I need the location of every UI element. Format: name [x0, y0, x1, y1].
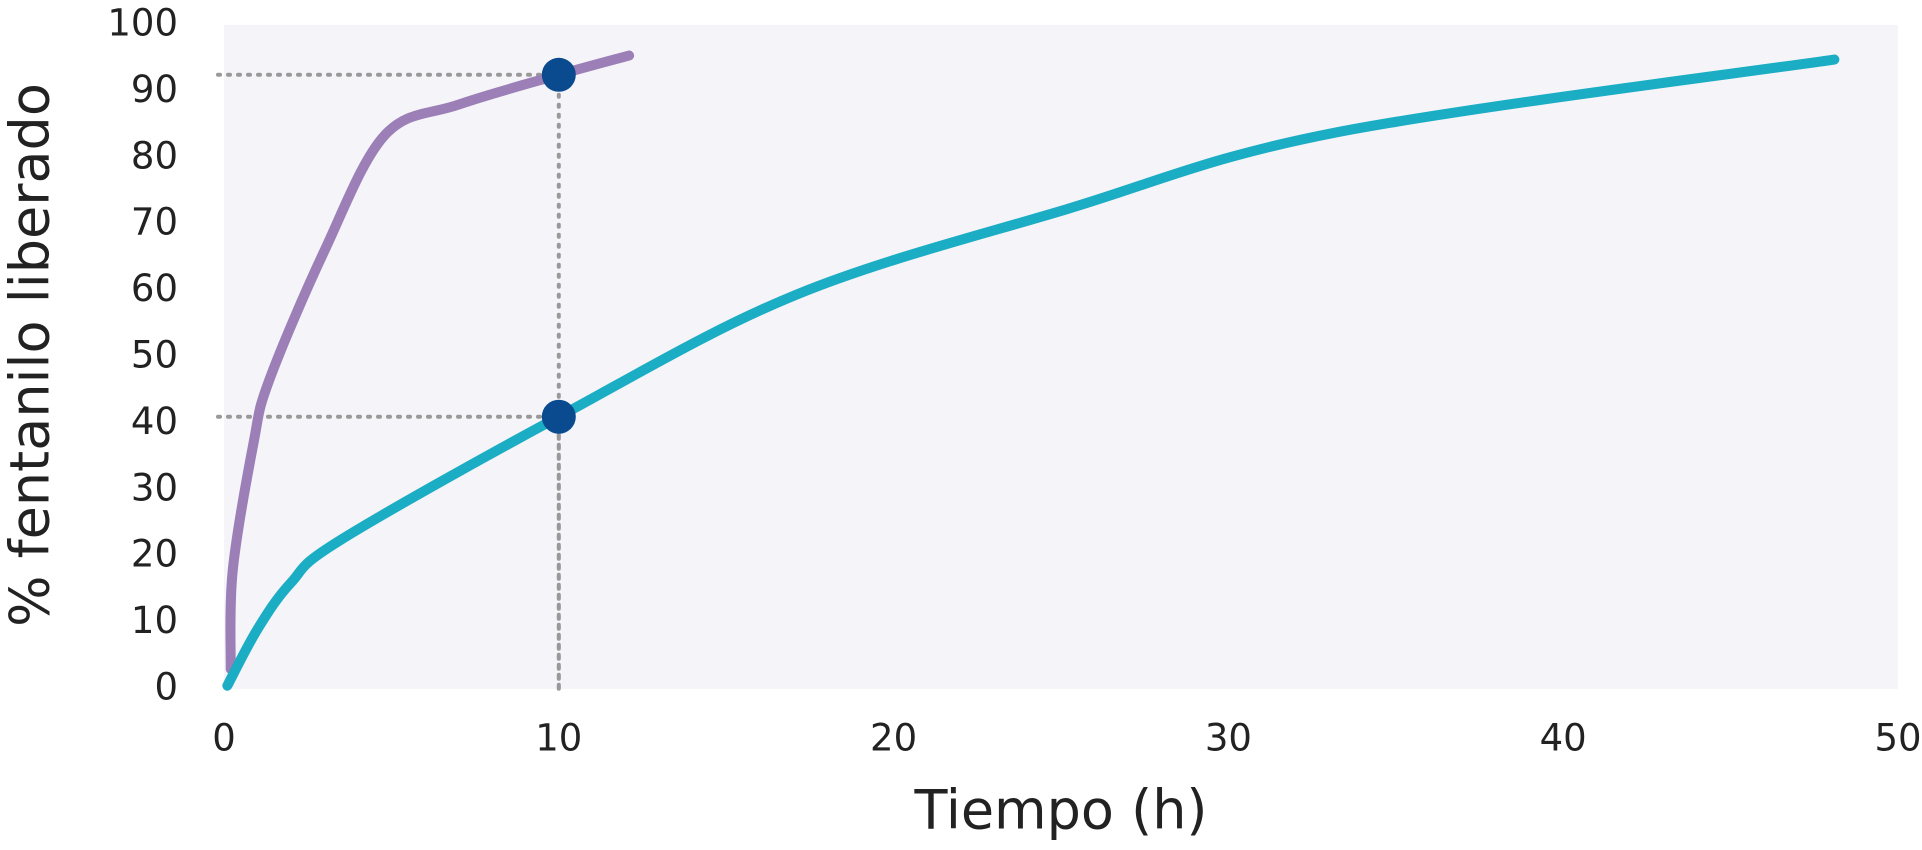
y-tick-label: 40 — [131, 400, 178, 443]
y-tick-label: 30 — [131, 466, 178, 509]
y-tick-label: 90 — [131, 68, 178, 111]
x-tick-label: 30 — [1205, 717, 1252, 760]
line — [225, 50, 635, 675]
y-axis-title: % fentanilo liberado — [0, 83, 62, 627]
x-tick-label: 20 — [870, 717, 917, 760]
highlight-point — [541, 57, 576, 92]
plot-background — [224, 25, 1898, 689]
y-tick-label: 70 — [131, 201, 178, 244]
y-tick-label: 20 — [131, 533, 178, 576]
y-tick-label: 100 — [107, 2, 178, 45]
y-tick-label: 50 — [131, 334, 178, 377]
x-tick-label: 10 — [535, 717, 582, 760]
y-tick-label: 60 — [131, 267, 178, 310]
x-axis-title: Tiempo (h) — [914, 779, 1208, 842]
highlight-point — [541, 399, 576, 434]
x-tick-label: 40 — [1540, 717, 1587, 760]
line — [222, 54, 1840, 691]
y-tick-label: 80 — [131, 134, 178, 177]
y-tick-label: 0 — [154, 666, 178, 709]
x-tick-label: 50 — [1874, 717, 1921, 760]
x-tick-label: 0 — [212, 717, 236, 760]
y-tick-label: 10 — [131, 599, 178, 642]
